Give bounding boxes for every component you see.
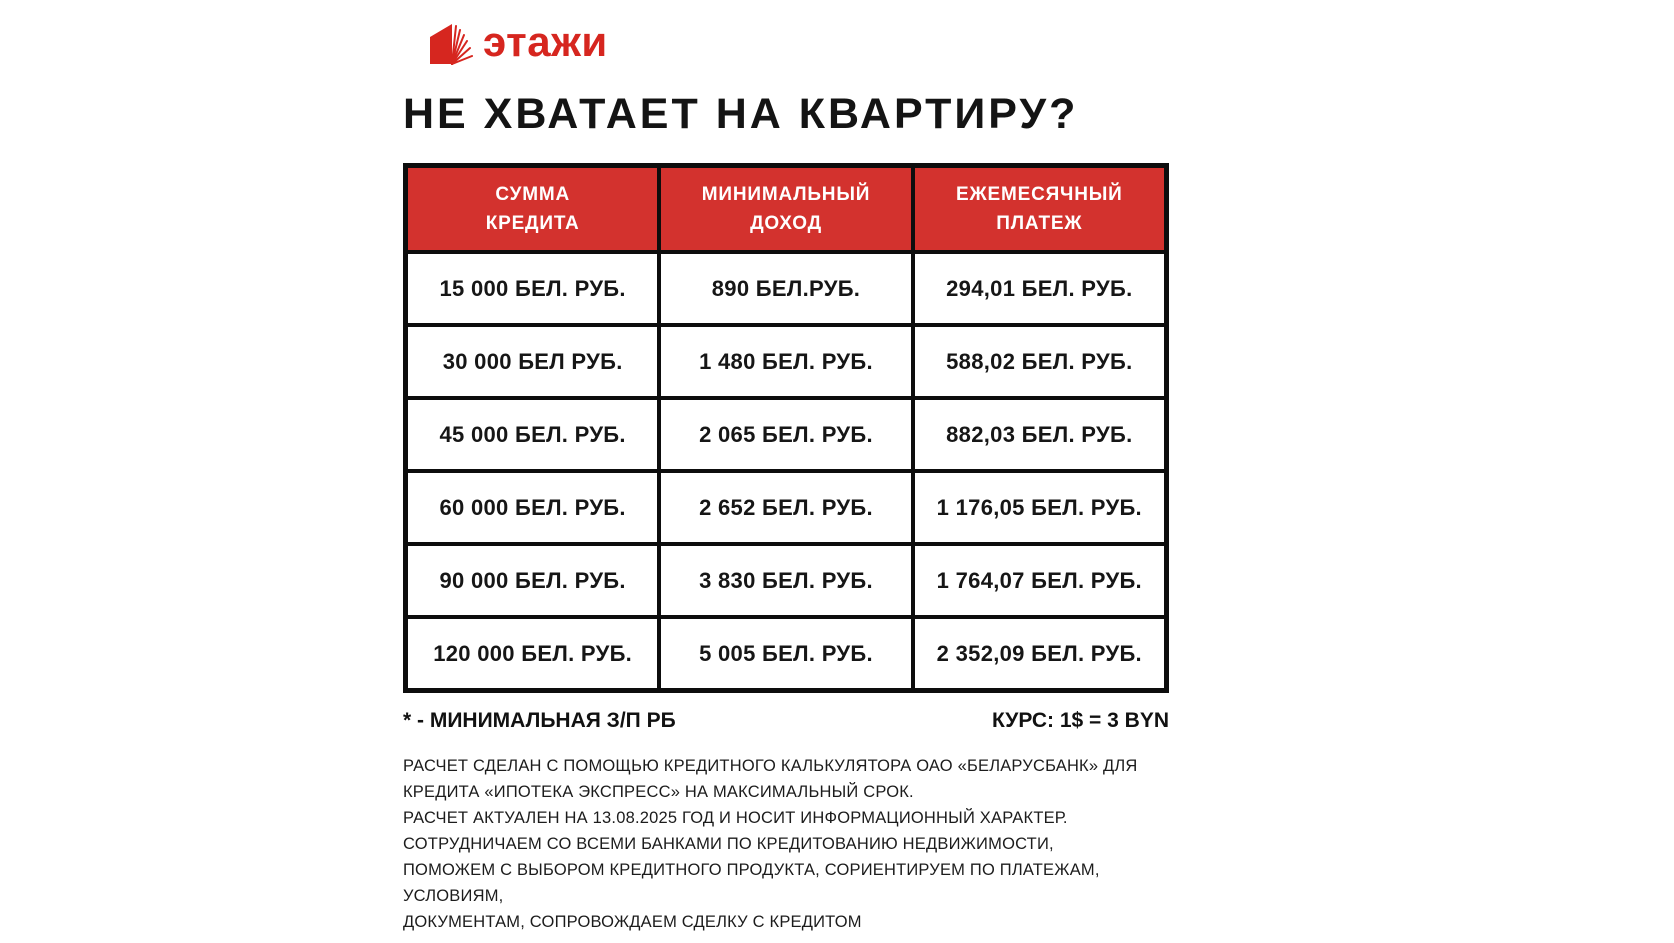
table-cell: 1 176,05 БЕЛ. РУБ. [914, 473, 1164, 542]
table-cell: 45 000 БЕЛ. РУБ. [408, 400, 658, 469]
disclaimer-line: КРЕДИТА «ИПОТЕКА ЭКСПРЕСС» НА МАКСИМАЛЬН… [403, 783, 914, 801]
disclaimer-line: РАСЧЕТ АКТУАЛЕН НА 13.08.2025 ГОД И НОСИ… [403, 809, 1068, 827]
disclaimer-line: ПОМОЖЕМ С ВЫБОРОМ КРЕДИТНОГО ПРОДУКТА, С… [403, 861, 1100, 879]
disclaimer-line: ДОКУМЕНТАМ, СОПРОВОЖДАЕМ СДЕЛКУ С КРЕДИТ… [403, 913, 862, 931]
table-row: 120 000 БЕЛ. РУБ. 5 005 БЕЛ. РУБ. 2 352,… [408, 619, 1164, 688]
house-icon [430, 24, 473, 65]
table-row: 30 000 БЕЛ РУБ. 1 480 БЕЛ. РУБ. 588,02 Б… [408, 327, 1164, 396]
table-cell: 1 480 БЕЛ. РУБ. [661, 327, 911, 396]
table-cell: 2 352,09 БЕЛ. РУБ. [914, 619, 1164, 688]
table-header-cell-credit-sum: СУММА КРЕДИТА [408, 168, 658, 250]
table-cell: 30 000 БЕЛ РУБ. [408, 327, 658, 396]
table-row: 45 000 БЕЛ. РУБ. 2 065 БЕЛ. РУБ. 882,03 … [408, 400, 1164, 469]
table-header-row: СУММА КРЕДИТА МИНИМАЛЬНЫЙ ДОХОД ЕЖЕМЕСЯЧ… [408, 168, 1164, 250]
disclaimer-line: УСЛОВИЯМ, [403, 887, 504, 905]
table-cell: 588,02 БЕЛ. РУБ. [914, 327, 1164, 396]
page-title: НЕ ХВАТАЕТ НА КВАРТИРУ? [403, 90, 1079, 138]
table-row: 90 000 БЕЛ. РУБ. 3 830 БЕЛ. РУБ. 1 764,0… [408, 546, 1164, 615]
table-header-cell-min-income: МИНИМАЛЬНЫЙ ДОХОД [661, 168, 911, 250]
table-cell: 2 652 БЕЛ. РУБ. [661, 473, 911, 542]
table-cell: 1 764,07 БЕЛ. РУБ. [914, 546, 1164, 615]
table-cell: 120 000 БЕЛ. РУБ. [408, 619, 658, 688]
table-cell: 15 000 БЕЛ. РУБ. [408, 254, 658, 323]
table-cell: 3 830 БЕЛ. РУБ. [661, 546, 911, 615]
disclaimer-line: СОТРУДНИЧАЕМ СО ВСЕМИ БАНКАМИ ПО КРЕДИТО… [403, 835, 1054, 853]
logo-text: этажи [483, 18, 608, 65]
table-cell: 882,03 БЕЛ. РУБ. [914, 400, 1164, 469]
exchange-rate: КУРС: 1$ = 3 BYN [991, 709, 1169, 732]
footnote: * - МИНИМАЛЬНАЯ З/П РБ [403, 709, 676, 732]
table-row: 15 000 БЕЛ. РУБ. 890 БЕЛ.РУБ. 294,01 БЕЛ… [408, 254, 1164, 323]
etazhi-logo: этажи [429, 20, 1169, 68]
table-cell: 2 065 БЕЛ. РУБ. [661, 400, 911, 469]
table-header-cell-monthly-payment: ЕЖЕМЕСЯЧНЫЙ ПЛАТЕЖ [914, 168, 1164, 250]
table-cell: 90 000 БЕЛ. РУБ. [408, 546, 658, 615]
table-cell: 5 005 БЕЛ. РУБ. [661, 619, 911, 688]
notes-row: * - МИНИМАЛЬНАЯ З/П РБ КУРС: 1$ = 3 BYN [403, 709, 1169, 733]
disclaimer-line: РАСЧЕТ СДЕЛАН С ПОМОЩЬЮ КРЕДИТНОГО КАЛЬК… [403, 757, 1138, 775]
table-cell: 294,01 БЕЛ. РУБ. [914, 254, 1164, 323]
disclaimer: РАСЧЕТ СДЕЛАН С ПОМОЩЬЮ КРЕДИТНОГО КАЛЬК… [403, 753, 1169, 935]
table-cell: 890 БЕЛ.РУБ. [661, 254, 911, 323]
credit-table: СУММА КРЕДИТА МИНИМАЛЬНЫЙ ДОХОД ЕЖЕМЕСЯЧ… [403, 163, 1169, 693]
table-cell: 60 000 БЕЛ. РУБ. [408, 473, 658, 542]
table-row: 60 000 БЕЛ. РУБ. 2 652 БЕЛ. РУБ. 1 176,0… [408, 473, 1164, 542]
poster-content: этажи НЕ ХВАТАЕТ НА КВАРТИРУ? СУММА КРЕД… [403, 20, 1169, 935]
